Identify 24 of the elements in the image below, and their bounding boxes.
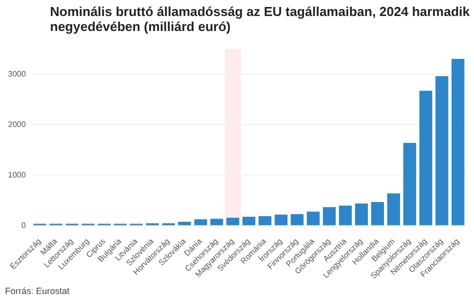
- bar: [322, 207, 336, 226]
- bar: [435, 76, 448, 226]
- bar: [258, 216, 272, 226]
- y-tick-label: 0: [21, 220, 26, 230]
- bar: [338, 206, 352, 226]
- y-tick-label: 1000: [8, 170, 26, 180]
- bar: [290, 214, 304, 226]
- y-tick-label: 2000: [8, 120, 26, 129]
- bar: [226, 218, 240, 226]
- bar: [371, 202, 384, 226]
- bar: [306, 212, 320, 226]
- y-tick-label: 3000: [8, 69, 26, 78]
- bar: [419, 90, 432, 226]
- chart-title: Nominális bruttó államadósság az EU tagállamaiban, 2024 harmadik negyedévében (milliárd euró): [50, 4, 470, 34]
- text: Forrás: Eurostat: [5, 286, 70, 296]
- bar: [274, 214, 288, 226]
- bar: [355, 204, 368, 226]
- bar: [387, 193, 400, 226]
- bar: [242, 216, 256, 226]
- bar: [452, 58, 464, 226]
- bar: [194, 219, 208, 226]
- bar: [403, 142, 416, 226]
- bar: [210, 218, 224, 226]
- bar: [178, 222, 192, 226]
